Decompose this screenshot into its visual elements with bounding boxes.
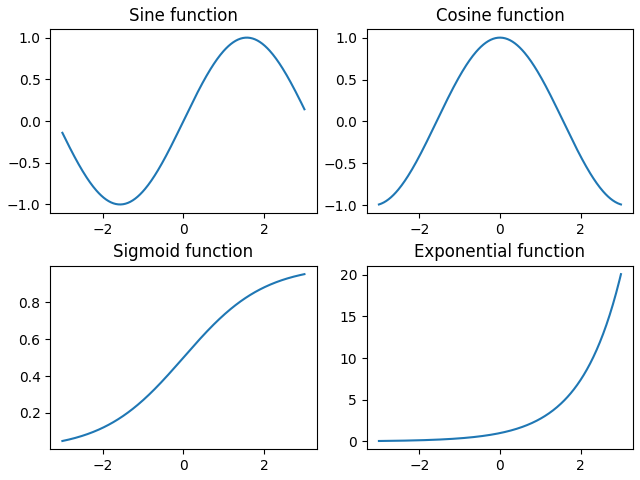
Title: Exponential function: Exponential function bbox=[415, 243, 586, 262]
Title: Sigmoid function: Sigmoid function bbox=[113, 243, 253, 262]
Title: Sine function: Sine function bbox=[129, 7, 238, 25]
Title: Cosine function: Cosine function bbox=[436, 7, 564, 25]
